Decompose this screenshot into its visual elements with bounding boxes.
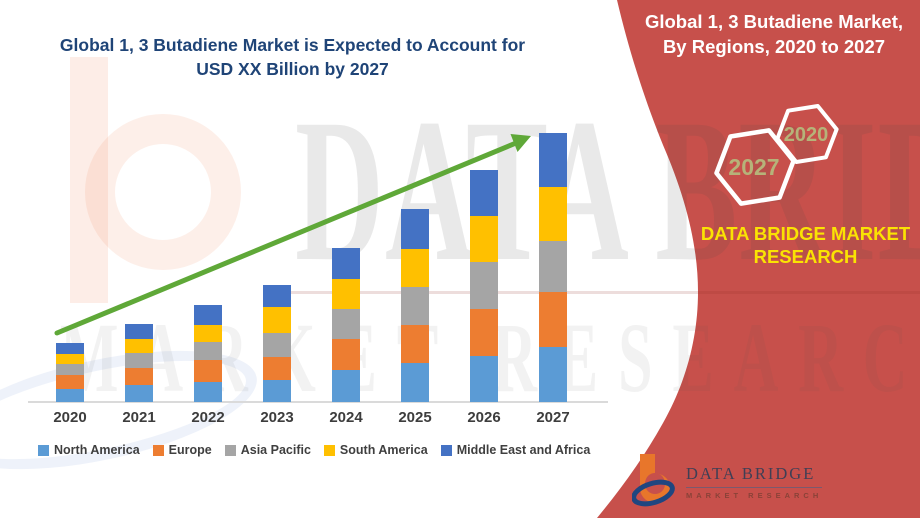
- segment-europe-2022: [194, 360, 222, 382]
- watermark-underline: [280, 291, 920, 294]
- hexagon-2020-icon: [775, 103, 839, 165]
- segment-europe-2020: [56, 375, 84, 389]
- panel-title: Global 1, 3 Butadiene Market, By Regions…: [630, 9, 918, 59]
- segment-south-america-2025: [401, 249, 429, 287]
- segment-europe-2024: [332, 339, 360, 370]
- legend: North America Europe Asia Pacific South Ame…: [38, 443, 590, 457]
- trend-arrow-head: [510, 134, 531, 152]
- brand-wordmark-line2: RESEARCH: [753, 246, 858, 267]
- logo-subtitle: MARKET RESEARCH: [686, 491, 823, 500]
- legend-item-middle-east-and-africa: Middle East and Africa: [440, 443, 591, 457]
- segment-asia-pacific-2023: [263, 333, 291, 357]
- segment-south-america-2023: [263, 307, 291, 333]
- segment-europe-2026: [470, 309, 498, 356]
- stacked-bar-2023: [263, 285, 291, 402]
- segment-middle-east-and-africa-2026: [470, 170, 498, 216]
- chart-title-line2: USD XX Billion by 2027: [196, 59, 389, 79]
- legend-label: South America: [339, 443, 428, 457]
- segment-middle-east-and-africa-2025: [401, 209, 429, 249]
- segment-europe-2025: [401, 325, 429, 363]
- segment-asia-pacific-2025: [401, 287, 429, 325]
- segment-south-america-2020: [56, 354, 84, 364]
- hexagon-2027-label: 2027: [728, 154, 779, 180]
- segment-north-america-2021: [125, 385, 153, 402]
- segment-north-america-2025: [401, 363, 429, 402]
- legend-label: Asia Pacific: [240, 443, 311, 457]
- segment-middle-east-and-africa-2027: [539, 133, 567, 187]
- segment-middle-east-and-africa-2022: [194, 305, 222, 325]
- stacked-bar-2025: [401, 209, 429, 402]
- x-axis-label-2024: 2024: [329, 409, 363, 426]
- segment-south-america-2026: [470, 216, 498, 262]
- legend-label: Europe: [168, 443, 212, 457]
- legend-item-europe: Europe: [152, 443, 212, 457]
- segment-south-america-2021: [125, 339, 153, 353]
- segment-europe-2023: [263, 357, 291, 380]
- segment-south-america-2027: [539, 187, 567, 241]
- hexagon-2020-label: 2020: [784, 124, 829, 146]
- segment-south-america-2024: [332, 279, 360, 309]
- side-panel-shape: [597, 0, 920, 518]
- panel-title-line2: By Regions, 2020 to 2027: [662, 36, 886, 57]
- segment-north-america-2022: [194, 382, 222, 402]
- x-axis-label-2027: 2027: [536, 409, 570, 426]
- legend-swatch-icon: [323, 444, 335, 456]
- legend-item-asia-pacific: Asia Pacific: [224, 443, 311, 457]
- logo-name: DATA BRIDGE: [686, 464, 823, 488]
- stacked-bar-2020: [56, 343, 84, 402]
- brand-wordmark: DATA BRIDGE MARKET RESEARCH: [688, 222, 920, 268]
- segment-south-america-2022: [194, 325, 222, 342]
- segment-middle-east-and-africa-2021: [125, 324, 153, 339]
- chart-title-line1: Global 1, 3 Butadiene Market is Expected…: [59, 35, 526, 55]
- legend-label: Middle East and Africa: [456, 443, 591, 457]
- legend-item-north-america: North America: [38, 443, 140, 457]
- x-axis-label-2025: 2025: [398, 409, 432, 426]
- legend-label: North America: [54, 443, 140, 457]
- x-axis-label-2026: 2026: [467, 409, 501, 426]
- segment-north-america-2023: [263, 380, 291, 402]
- legend-swatch-icon: [224, 444, 236, 456]
- segment-north-america-2026: [470, 356, 498, 402]
- x-axis-label-2020: 2020: [53, 409, 87, 426]
- segment-middle-east-and-africa-2023: [263, 285, 291, 307]
- data-bridge-logo-icon: [632, 454, 675, 507]
- stacked-bar-2024: [332, 248, 360, 402]
- segment-asia-pacific-2021: [125, 353, 153, 368]
- segment-north-america-2027: [539, 347, 567, 402]
- segment-asia-pacific-2026: [470, 262, 498, 309]
- x-axis-line: [28, 401, 608, 403]
- segment-asia-pacific-2027: [539, 241, 567, 292]
- legend-item-south-america: South America: [323, 443, 428, 457]
- segment-north-america-2020: [56, 389, 84, 402]
- legend-swatch-icon: [38, 444, 49, 456]
- segment-north-america-2024: [332, 370, 360, 402]
- legend-swatch-icon: [440, 444, 452, 456]
- stacked-bar-2021: [125, 324, 153, 402]
- segment-europe-2021: [125, 368, 153, 385]
- x-axis-label-2022: 2022: [191, 409, 225, 426]
- segment-asia-pacific-2022: [194, 342, 222, 360]
- segment-middle-east-and-africa-2020: [56, 343, 84, 354]
- brand-wordmark-line1: DATA BRIDGE MARKET: [700, 223, 911, 244]
- x-axis-label-2023: 2023: [260, 409, 294, 426]
- segment-middle-east-and-africa-2024: [332, 248, 360, 279]
- stacked-bar-2022: [194, 305, 222, 402]
- panel-title-line1: Global 1, 3 Butadiene Market,: [644, 11, 904, 32]
- company-logo: DATA BRIDGE MARKET RESEARCH: [632, 453, 823, 507]
- segment-europe-2027: [539, 292, 567, 347]
- stacked-bar-2026: [470, 170, 498, 402]
- chart-title: Global 1, 3 Butadiene Market is Expected…: [40, 33, 545, 81]
- segment-asia-pacific-2020: [56, 364, 84, 375]
- trend-arrow-shaft: [54, 140, 519, 336]
- stacked-bar-2027: [539, 133, 567, 402]
- legend-swatch-icon: [152, 444, 164, 456]
- x-axis-label-2021: 2021: [122, 409, 156, 426]
- segment-asia-pacific-2024: [332, 309, 360, 339]
